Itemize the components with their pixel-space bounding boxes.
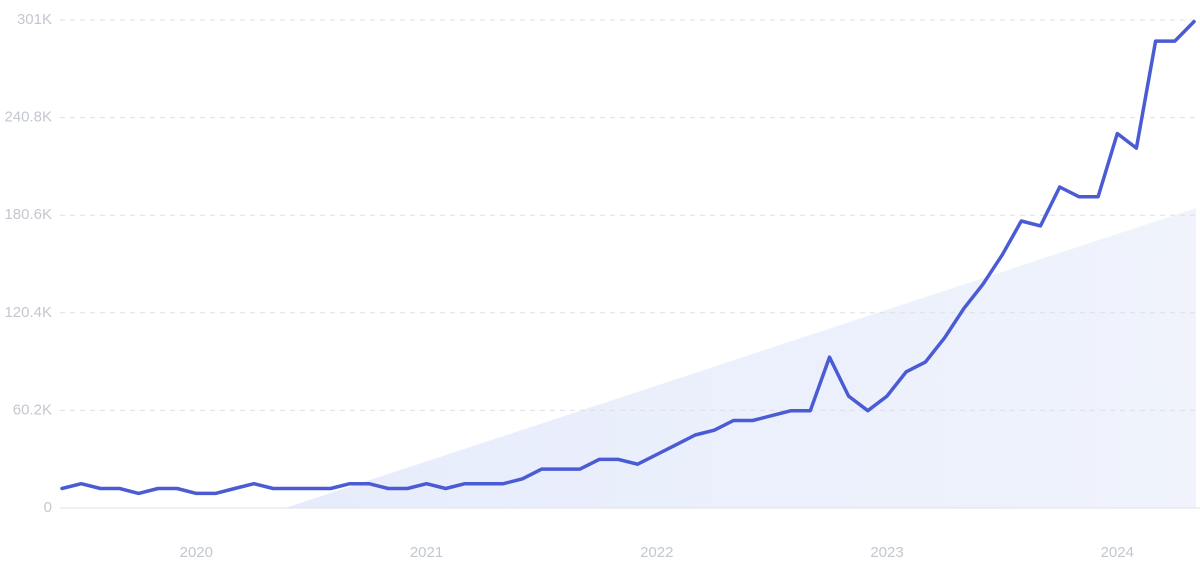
- y-tick-label: 0: [44, 499, 52, 516]
- y-tick-label: 60.2K: [13, 401, 52, 418]
- x-tick-label: 2023: [870, 544, 903, 561]
- x-tick-label: 2022: [640, 544, 673, 561]
- x-tick-label: 2021: [410, 544, 443, 561]
- trend-area: [285, 208, 1196, 508]
- x-tick-label: 2020: [180, 544, 213, 561]
- y-tick-label: 180.6K: [4, 206, 52, 223]
- line: [60, 19, 1196, 496]
- x-tick-label: 2024: [1101, 544, 1134, 561]
- y-tick-label: 240.8K: [4, 109, 52, 126]
- y-tick-label: 120.4K: [4, 304, 52, 321]
- y-tick-label: 301K: [17, 11, 52, 28]
